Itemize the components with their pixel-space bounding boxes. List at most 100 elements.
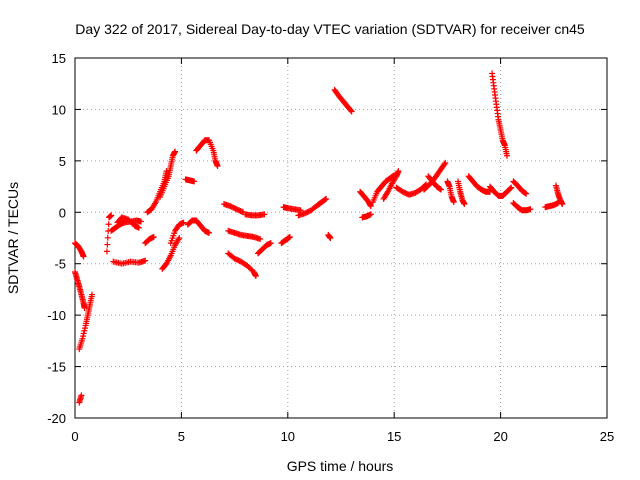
data-point [103, 248, 110, 255]
y-axis: -20 -15 -10 -5 0 5 10 15 [47, 51, 607, 426]
data-point [191, 178, 198, 185]
data-point [461, 201, 468, 208]
series-p04 [76, 392, 85, 406]
data-point [135, 224, 142, 231]
series-p02 [72, 268, 88, 311]
series-p03 [76, 291, 96, 353]
x-tick-label: 25 [600, 429, 614, 444]
data-point [80, 253, 87, 260]
data-point [267, 240, 274, 247]
data-point [81, 304, 88, 311]
series-p37 [489, 70, 510, 159]
series-p16 [193, 137, 221, 169]
y-tick-label: -10 [47, 308, 66, 323]
x-tick-label: 10 [281, 429, 295, 444]
data-point [508, 184, 515, 191]
x-axis-label: GPS time / hours [287, 458, 394, 474]
y-tick-label: 15 [52, 51, 66, 66]
data-point [163, 168, 170, 175]
series-p15 [184, 217, 213, 236]
series-p28 [359, 211, 374, 221]
data-point [78, 392, 85, 399]
data-point [437, 186, 444, 193]
y-tick-label: -15 [47, 360, 66, 375]
data-point [79, 335, 86, 342]
series-p26 [331, 86, 355, 115]
series-p40 [510, 200, 534, 214]
series-p25 [325, 231, 334, 241]
plot-frame [74, 57, 608, 419]
chart-title: Day 322 of 2017, Sidereal Day-to-day VTE… [75, 21, 585, 37]
data-point [442, 159, 449, 166]
series-p30 [380, 168, 402, 202]
series-p24 [295, 195, 330, 219]
data-point [395, 168, 402, 175]
data-point [137, 218, 144, 225]
data-point [286, 234, 293, 241]
data-point [82, 325, 89, 332]
data-point [238, 208, 245, 215]
data-point [214, 163, 221, 169]
series-p18 [242, 211, 268, 219]
series-p19 [225, 227, 264, 243]
data-point [527, 206, 534, 213]
data-point [105, 221, 112, 228]
series-p34 [444, 178, 457, 205]
data-point [89, 291, 96, 298]
data-point [104, 241, 111, 248]
y-tick-label: 5 [59, 154, 66, 169]
data-point [286, 233, 293, 240]
data-point [327, 235, 334, 241]
data-point [323, 195, 330, 202]
series-p32 [420, 159, 449, 193]
data-point [348, 108, 355, 115]
series-p42 [552, 182, 566, 208]
data-point [257, 236, 264, 243]
data-point [261, 211, 268, 218]
data-point [507, 185, 514, 192]
series-p17 [220, 201, 247, 216]
data-point [142, 257, 149, 264]
x-tick-label: 15 [387, 429, 401, 444]
series-p20 [225, 250, 259, 280]
data-point [322, 196, 329, 203]
series-p35 [455, 178, 468, 208]
data-point [347, 107, 354, 114]
y-axis-label: SDTVAR / TECUs [5, 182, 21, 294]
data-point [503, 152, 510, 159]
series-p21 [255, 240, 274, 257]
data-points [72, 70, 566, 406]
series-p27 [357, 188, 374, 210]
data-point [80, 333, 87, 340]
data-point [81, 327, 88, 334]
x-tick-label: 0 [71, 429, 78, 444]
series-p39 [510, 178, 530, 197]
x-tick-label: 20 [493, 429, 507, 444]
data-point [441, 161, 448, 168]
data-point [252, 273, 259, 280]
series-p29 [369, 172, 398, 205]
data-point [176, 235, 183, 241]
data-point [180, 219, 187, 226]
data-point [523, 190, 530, 197]
data-point [108, 212, 115, 219]
series-p11 [157, 148, 179, 200]
series-p10 [144, 168, 170, 216]
y-tick-label: 0 [59, 205, 66, 220]
y-tick-label: -5 [54, 257, 66, 272]
series-p13 [167, 219, 187, 247]
series-p09 [142, 233, 157, 247]
series-p14 [182, 176, 198, 185]
data-point [559, 201, 566, 208]
series-p36 [465, 173, 493, 195]
y-tick-label: -20 [47, 411, 66, 426]
series-p23 [280, 204, 304, 214]
x-tick-label: 5 [178, 429, 185, 444]
data-point [438, 186, 445, 193]
x-axis: 0 5 10 15 20 25 [71, 58, 614, 444]
data-point [367, 211, 374, 218]
data-point [367, 203, 374, 210]
data-point [172, 148, 179, 155]
y-tick-label: 10 [52, 102, 66, 117]
